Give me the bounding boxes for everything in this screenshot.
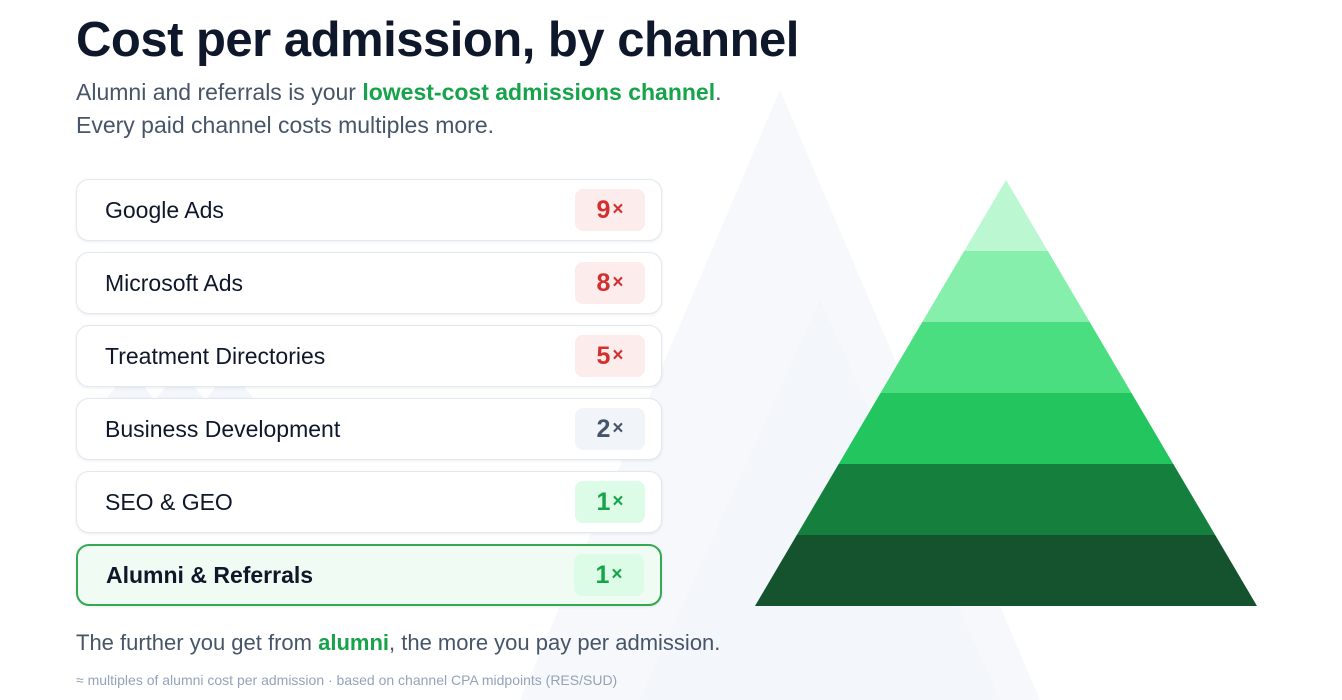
multiple-badge: 1 ×: [575, 481, 645, 523]
footer-post: , the more you pay per admission.: [389, 630, 721, 655]
multiple-suffix: ×: [612, 199, 624, 220]
channel-label: Google Ads: [105, 196, 224, 223]
channel-row: Alumni & Referrals 1 ×: [76, 544, 662, 606]
channel-label: Treatment Directories: [105, 342, 326, 369]
cost-pyramid: [755, 180, 1257, 606]
page-title: Cost per admission, by channel: [76, 13, 799, 67]
multiple-value: 1: [595, 560, 610, 589]
multiple-badge: 9 ×: [575, 189, 645, 231]
pyramid-tier: [755, 535, 1257, 606]
subtitle-end: .: [715, 79, 722, 105]
pyramid-tier: [964, 180, 1048, 251]
pyramid-tier: [880, 322, 1132, 393]
multiple-suffix: ×: [611, 564, 623, 585]
multiple-suffix: ×: [612, 491, 624, 512]
channel-row: Microsoft Ads 8 ×: [76, 252, 662, 314]
multiple-badge: 8 ×: [575, 262, 645, 304]
multiple-value: 2: [596, 414, 611, 443]
channel-list: Google Ads 9 × Microsoft Ads 8 × Treatment Dir…: [76, 179, 662, 617]
multiple-suffix: ×: [612, 345, 624, 366]
subtitle-text: Alumni and referrals is your: [76, 79, 363, 105]
channel-row: Business Development 2 ×: [76, 398, 662, 460]
multiple-value: 5: [596, 341, 611, 370]
multiple-suffix: ×: [612, 272, 624, 293]
footer-highlight: alumni: [318, 630, 390, 655]
multiple-suffix: ×: [612, 418, 624, 439]
multiple-badge: 5 ×: [575, 335, 645, 377]
channel-row: SEO & GEO 1 ×: [76, 471, 662, 533]
channel-label: Microsoft Ads: [105, 269, 244, 296]
multiple-value: 8: [596, 268, 611, 297]
footer-pre: The further you get from: [76, 630, 319, 655]
pyramid-tier: [838, 393, 1174, 464]
subtitle-line-2: Every paid channel costs multiples more.: [76, 112, 495, 138]
footer-text: The further you get from alumni, the mor…: [76, 630, 720, 656]
footnote: ≈ multiples of alumni cost per admission…: [76, 672, 618, 688]
pyramid-tier: [922, 251, 1090, 322]
multiple-value: 9: [596, 195, 611, 224]
multiple-badge: 2 ×: [575, 408, 645, 450]
channel-label: Business Development: [105, 415, 341, 442]
subtitle: Alumni and referrals is your lowest-cost…: [76, 76, 722, 142]
channel-label: Alumni & Referrals: [106, 561, 314, 588]
subtitle-highlight: lowest-cost admissions channel: [362, 79, 716, 105]
channel-row: Treatment Directories 5 ×: [76, 325, 662, 387]
channel-row: Google Ads 9 ×: [76, 179, 662, 241]
multiple-value: 1: [596, 487, 611, 516]
pyramid-tier: [796, 464, 1216, 535]
channel-label: SEO & GEO: [105, 488, 233, 515]
multiple-badge: 1 ×: [574, 554, 644, 596]
